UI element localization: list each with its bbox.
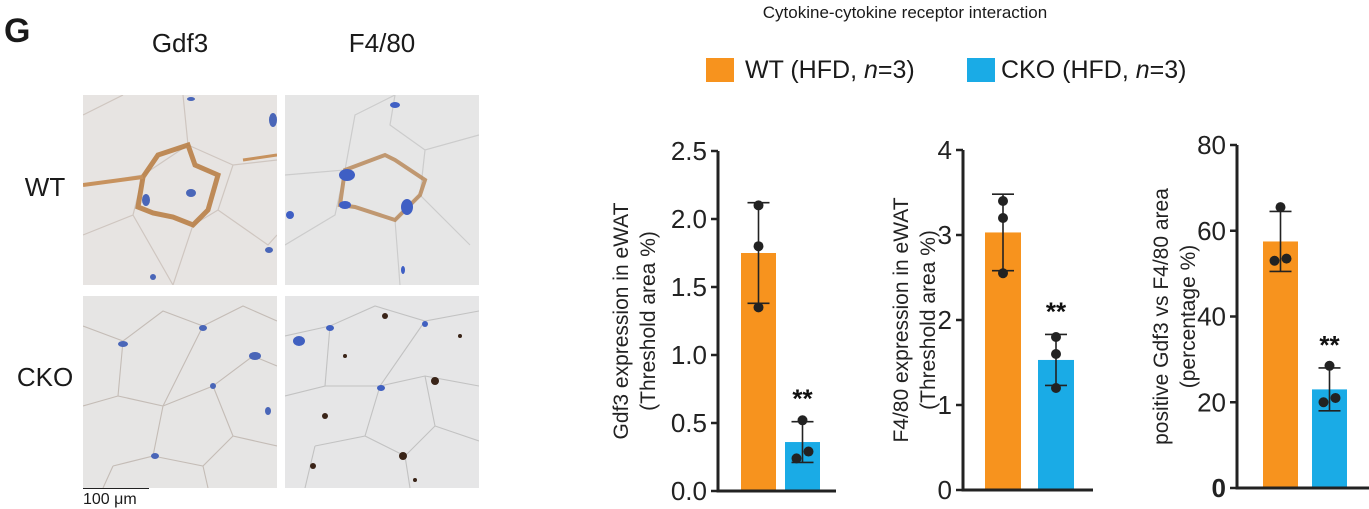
- y-axis-label-line: (percentage %): [1177, 245, 1200, 389]
- data-point: [998, 213, 1008, 223]
- y-tick-label: 20: [1197, 387, 1226, 417]
- legend-label-wt: WT (HFD, n=3): [745, 56, 915, 85]
- y-axis-label-line: (Threshold area %): [917, 230, 940, 410]
- y-axis-label-line: (Threshold area %): [637, 231, 660, 411]
- data-point: [791, 453, 802, 464]
- y-tick-label: 80: [1197, 130, 1226, 160]
- y-tick-label: 1.0: [671, 340, 707, 370]
- legend-text: =3): [877, 56, 915, 84]
- scale-bar: [83, 488, 149, 489]
- y-axis-label-line: F4/80 expression in eWAT: [890, 197, 913, 442]
- chart-3: 0 20 40 60 80 positive Gdf3 vs F4/80 area (per…: [1150, 130, 1369, 503]
- data-point: [1318, 397, 1329, 408]
- data-point: [998, 268, 1008, 279]
- data-point: [1269, 255, 1280, 266]
- y-tick-label: 2.5: [671, 136, 707, 166]
- y-axis-label: positive Gdf3 vs F4/80 area (percentage %…: [1150, 188, 1200, 445]
- data-point: [803, 446, 814, 457]
- micrograph-wt-gdf3: [83, 95, 277, 285]
- column-label-f480: F4/80: [348, 28, 416, 58]
- y-tick-label: 60: [1197, 216, 1226, 246]
- y-tick-label: 0.0: [671, 476, 707, 506]
- y-tick-label: 0: [938, 475, 952, 505]
- micrograph-wt-f480: [285, 95, 479, 285]
- data-point: [998, 196, 1008, 206]
- row-label-wt: WT: [24, 172, 66, 202]
- significance-marker: **: [1319, 330, 1340, 360]
- legend-text: WT (HFD,: [745, 56, 864, 84]
- legend-swatch-wt: [706, 58, 734, 82]
- significance-marker: **: [1046, 296, 1067, 326]
- panel-letter: G: [4, 12, 31, 50]
- data-point: [753, 241, 764, 252]
- legend-swatch-cko: [967, 58, 995, 82]
- legend-text: CKO (HFD,: [1001, 56, 1136, 84]
- y-tick-label: 40: [1197, 302, 1226, 332]
- micrograph-cko-gdf3: [83, 296, 277, 488]
- y-tick-label: 2.0: [671, 204, 707, 234]
- data-point: [753, 200, 764, 211]
- y-axis-label: Gdf3 expression in eWAT (Threshold area %…: [610, 202, 660, 439]
- legend-label-cko: CKO (HFD, n=3): [1001, 56, 1186, 85]
- legend-n: n: [863, 56, 878, 84]
- y-axis-label: F4/80 expression in eWAT (Threshold area …: [890, 197, 940, 442]
- scale-bar-label: 100 μm: [83, 491, 137, 508]
- y-tick-label: 1: [938, 390, 952, 420]
- y-tick-label: 4: [938, 135, 952, 165]
- y-tick-label: 1.5: [671, 272, 707, 302]
- data-point: [1051, 383, 1061, 393]
- data-point: [1051, 349, 1061, 359]
- y-tick-label: 2: [938, 305, 952, 335]
- y-axis-label-line: positive Gdf3 vs F4/80 area: [1150, 188, 1173, 445]
- bar-wt: [1263, 241, 1298, 488]
- data-point: [797, 415, 808, 426]
- significance-marker: **: [792, 384, 813, 414]
- data-point: [1281, 253, 1292, 264]
- data-point: [1051, 332, 1061, 342]
- legend-text: =3): [1149, 56, 1187, 84]
- legend-n: n: [1135, 56, 1150, 84]
- data-point: [1324, 360, 1335, 371]
- data-point: [753, 302, 764, 313]
- y-tick-label: 0.5: [671, 408, 707, 438]
- row-label-cko: CKO: [16, 362, 74, 392]
- chart-1: 0.0 0.5 1.0 1.5 2.0 2.5 Gdf3 expression in eWA…: [610, 136, 836, 506]
- data-point: [1275, 202, 1286, 213]
- chart-title: Cytokine-cytokine receptor interaction: [762, 3, 1048, 22]
- chart-2: 0 1 2 3 4 F4/80 expression in eWAT (Threshold …: [890, 135, 1093, 505]
- y-tick-label: 3: [938, 220, 952, 250]
- data-point: [1330, 392, 1341, 403]
- y-axis-label-line: Gdf3 expression in eWAT: [610, 202, 633, 439]
- y-tick-label: 0: [1212, 473, 1226, 503]
- column-label-gdf3: Gdf3: [151, 28, 209, 58]
- micrograph-cko-f480: [285, 296, 479, 488]
